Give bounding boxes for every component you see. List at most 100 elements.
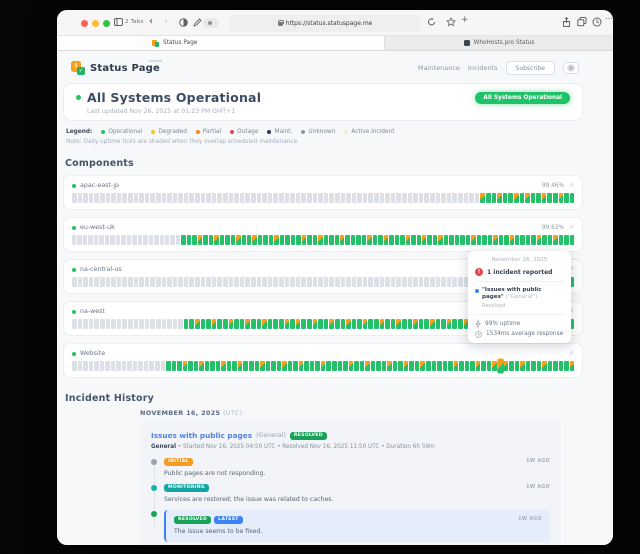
uptime-tick[interactable]	[348, 361, 354, 371]
uptime-tick[interactable]	[161, 319, 167, 329]
uptime-tick[interactable]	[234, 319, 239, 329]
uptime-tick[interactable]	[407, 319, 413, 329]
uptime-tick[interactable]	[159, 235, 164, 245]
uptime-tick[interactable]	[99, 193, 105, 203]
uptime-tick[interactable]	[177, 361, 182, 371]
uptime-tick[interactable]	[273, 319, 278, 329]
expand-icon[interactable]: ↗	[568, 265, 574, 273]
uptime-tick[interactable]	[183, 319, 189, 329]
uptime-tick[interactable]	[547, 235, 553, 245]
nav-incidents[interactable]: Incidents	[467, 64, 498, 72]
uptime-tick[interactable]	[77, 361, 83, 371]
uptime-tick[interactable]	[251, 193, 256, 203]
uptime-tick[interactable]	[323, 235, 329, 245]
uptime-tick[interactable]	[337, 361, 343, 371]
uptime-ticks[interactable]	[72, 319, 575, 329]
uptime-tick[interactable]	[329, 193, 334, 203]
uptime-tick[interactable]	[193, 361, 199, 371]
uptime-tick[interactable]	[385, 319, 390, 329]
uptime-tick[interactable]	[167, 193, 172, 203]
uptime-tick[interactable]	[359, 361, 365, 371]
uptime-tick[interactable]	[307, 235, 312, 245]
uptime-tick[interactable]	[356, 235, 361, 245]
uptime-tick[interactable]	[485, 193, 491, 203]
uptime-tick[interactable]	[251, 277, 256, 287]
uptime-tick[interactable]	[148, 235, 154, 245]
uptime-tick[interactable]	[402, 193, 407, 203]
uptime-tick[interactable]	[293, 361, 298, 371]
uptime-ticks[interactable]	[72, 193, 575, 203]
uptime-tick[interactable]	[105, 193, 111, 203]
uptime-tick[interactable]	[383, 235, 389, 245]
uptime-tick[interactable]	[457, 319, 463, 329]
uptime-tick[interactable]	[564, 235, 569, 245]
uptime-tick[interactable]	[508, 193, 513, 203]
uptime-tick[interactable]	[486, 361, 492, 371]
uptime-tick[interactable]	[188, 361, 193, 371]
uptime-tick[interactable]	[116, 277, 122, 287]
uptime-tick[interactable]	[155, 277, 161, 287]
uptime-tick[interactable]	[183, 193, 189, 203]
uptime-tick[interactable]	[110, 361, 116, 371]
uptime-tick[interactable]	[312, 277, 318, 287]
uptime-tick[interactable]	[116, 319, 122, 329]
uptime-tick[interactable]	[172, 277, 178, 287]
uptime-tick[interactable]	[239, 319, 245, 329]
uptime-tick[interactable]	[139, 319, 144, 329]
uptime-tick[interactable]	[331, 361, 337, 371]
uptime-tick[interactable]	[376, 361, 381, 371]
uptime-tick[interactable]	[83, 193, 88, 203]
uptime-tick[interactable]	[178, 193, 183, 203]
uptime-tick[interactable]	[409, 361, 414, 371]
uptime-tick[interactable]	[144, 277, 150, 287]
uptime-tick[interactable]	[374, 319, 379, 329]
uptime-tick[interactable]	[446, 277, 452, 287]
uptime-tick[interactable]	[133, 193, 139, 203]
uptime-tick[interactable]	[503, 361, 508, 371]
uptime-tick[interactable]	[298, 361, 304, 371]
uptime-tick[interactable]	[457, 193, 463, 203]
uptime-tick[interactable]	[379, 277, 385, 287]
uptime-tick[interactable]	[284, 277, 290, 287]
bookmark-star-icon[interactable]	[446, 17, 456, 27]
uptime-tick[interactable]	[323, 193, 329, 203]
uptime-tick[interactable]	[312, 235, 318, 245]
uptime-tick[interactable]	[519, 193, 525, 203]
uptime-tick[interactable]	[480, 193, 485, 203]
uptime-tick[interactable]	[558, 361, 564, 371]
uptime-tick[interactable]	[143, 235, 148, 245]
uptime-tick[interactable]	[104, 235, 110, 245]
uptime-tick[interactable]	[268, 235, 274, 245]
uptime-tick[interactable]	[278, 319, 284, 329]
uptime-tick[interactable]	[304, 361, 309, 371]
uptime-tick[interactable]	[295, 319, 301, 329]
uptime-tick[interactable]	[367, 235, 372, 245]
uptime-tick[interactable]	[105, 319, 111, 329]
uptime-tick[interactable]	[309, 361, 315, 371]
uptime-tick[interactable]	[498, 235, 504, 245]
uptime-tick[interactable]	[441, 193, 446, 203]
uptime-tick[interactable]	[357, 193, 362, 203]
uptime-tick[interactable]	[77, 319, 83, 329]
uptime-tick[interactable]	[385, 193, 390, 203]
uptime-tick[interactable]	[149, 361, 154, 371]
uptime-tick[interactable]	[263, 235, 268, 245]
uptime-tick[interactable]	[211, 277, 217, 287]
uptime-tick[interactable]	[463, 319, 469, 329]
uptime-tick[interactable]	[77, 277, 83, 287]
uptime-tick[interactable]	[301, 277, 306, 287]
uptime-tick[interactable]	[362, 193, 368, 203]
uptime-tick[interactable]	[362, 319, 368, 329]
uptime-tick[interactable]	[284, 319, 290, 329]
uptime-tick[interactable]	[210, 361, 215, 371]
uptime-tick[interactable]	[83, 361, 88, 371]
uptime-tick[interactable]	[525, 235, 531, 245]
uptime-tick[interactable]	[475, 361, 481, 371]
uptime-tick[interactable]	[329, 235, 334, 245]
uptime-tick[interactable]	[127, 193, 133, 203]
uptime-tick[interactable]	[390, 319, 396, 329]
uptime-tick[interactable]	[206, 193, 211, 203]
uptime-tick[interactable]	[245, 193, 250, 203]
uptime-tick[interactable]	[471, 235, 476, 245]
uptime-tick[interactable]	[249, 361, 254, 371]
